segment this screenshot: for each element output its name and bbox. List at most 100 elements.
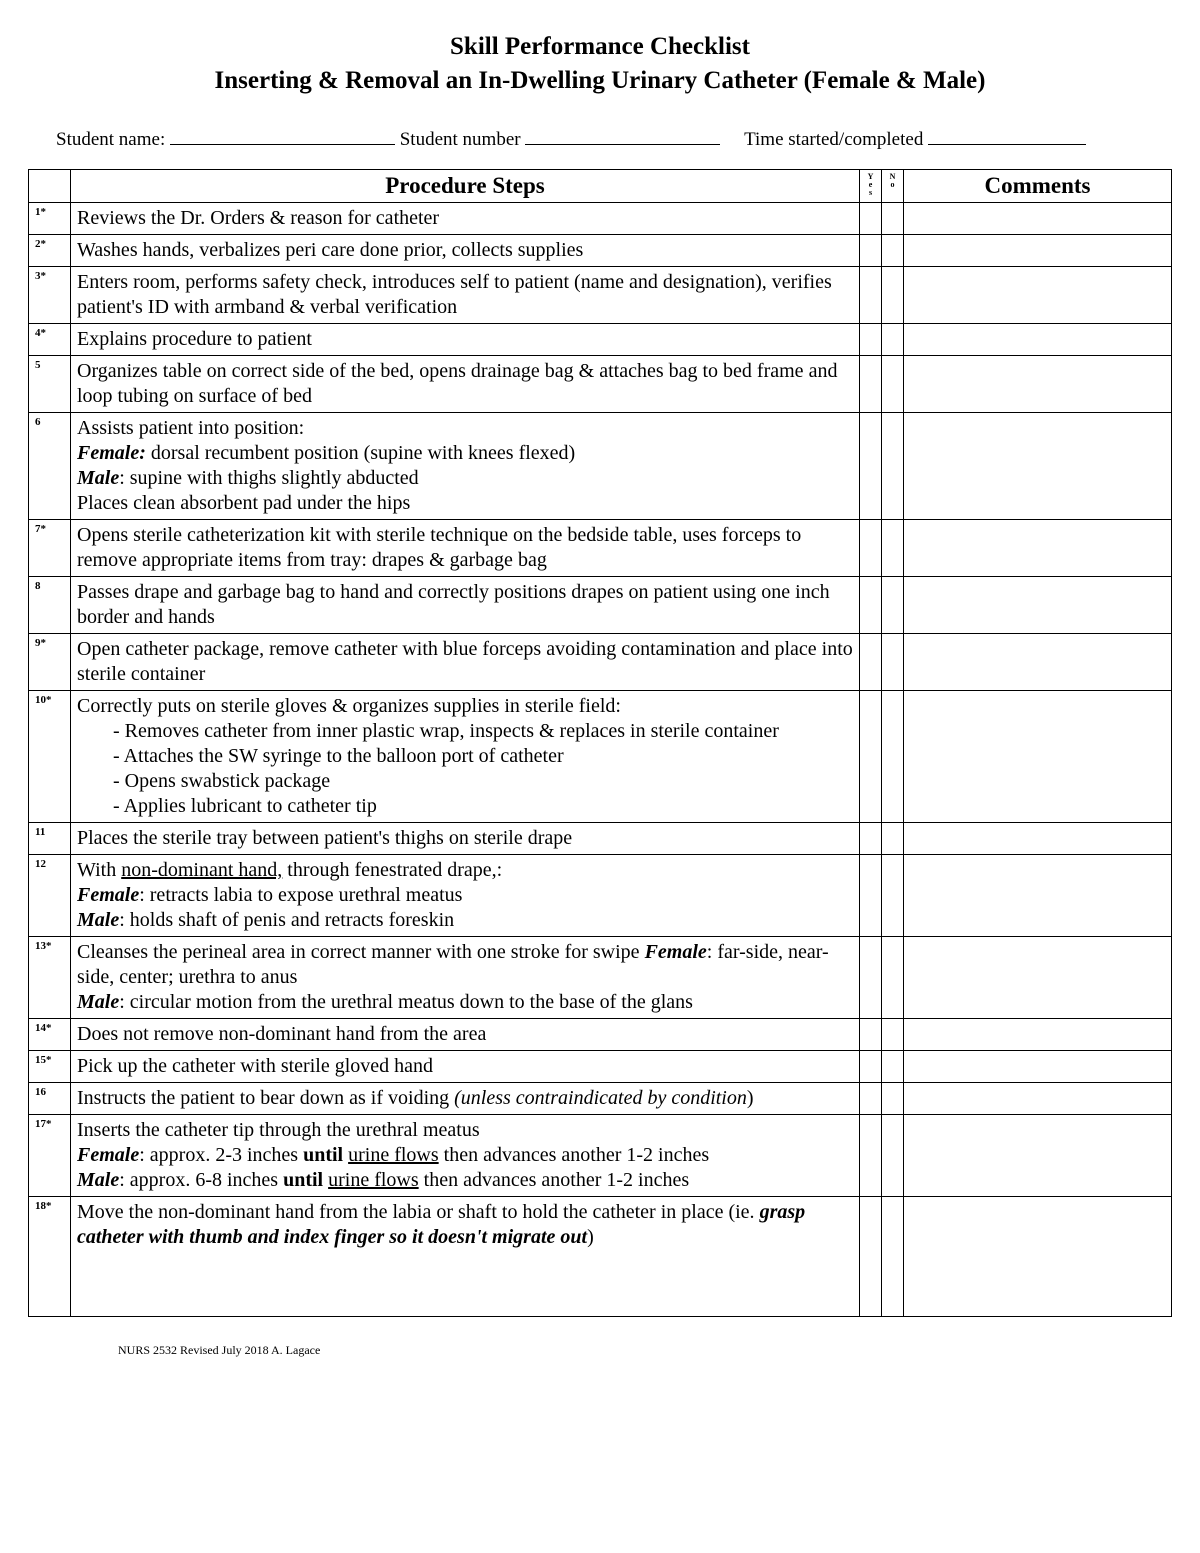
comments-cell[interactable] <box>904 356 1172 413</box>
table-row: 12With non-dominant hand, through fenest… <box>29 855 1172 937</box>
comments-cell[interactable] <box>904 1197 1172 1317</box>
no-cell[interactable] <box>882 356 904 413</box>
comments-cell[interactable] <box>904 634 1172 691</box>
yes-cell[interactable] <box>860 1019 882 1051</box>
no-cell[interactable] <box>882 1083 904 1115</box>
step-text: Explains procedure to patient <box>71 324 860 356</box>
step-number: 2* <box>29 235 71 267</box>
table-row: 6Assists patient into position:Female: d… <box>29 413 1172 520</box>
yes-cell[interactable] <box>860 855 882 937</box>
comments-cell[interactable] <box>904 235 1172 267</box>
yes-cell[interactable] <box>860 267 882 324</box>
step-text: Opens sterile catheterization kit with s… <box>71 520 860 577</box>
no-cell[interactable] <box>882 1115 904 1197</box>
step-number: 6 <box>29 413 71 520</box>
comments-cell[interactable] <box>904 937 1172 1019</box>
yes-cell[interactable] <box>860 1051 882 1083</box>
step-number: 17* <box>29 1115 71 1197</box>
comments-cell[interactable] <box>904 855 1172 937</box>
comments-cell[interactable] <box>904 691 1172 823</box>
comments-cell[interactable] <box>904 520 1172 577</box>
yes-cell[interactable] <box>860 691 882 823</box>
student-number-blank[interactable] <box>525 126 720 146</box>
yes-cell[interactable] <box>860 634 882 691</box>
table-row: 3*Enters room, performs safety check, in… <box>29 267 1172 324</box>
header-steps: Procedure Steps <box>71 170 860 203</box>
no-cell[interactable] <box>882 203 904 235</box>
step-number: 5 <box>29 356 71 413</box>
no-cell[interactable] <box>882 937 904 1019</box>
step-text: Open catheter package, remove catheter w… <box>71 634 860 691</box>
no-cell[interactable] <box>882 823 904 855</box>
step-text: With non-dominant hand, through fenestra… <box>71 855 860 937</box>
step-text: Does not remove non-dominant hand from t… <box>71 1019 860 1051</box>
yes-cell[interactable] <box>860 1197 882 1317</box>
yes-cell[interactable] <box>860 413 882 520</box>
table-row: 14*Does not remove non-dominant hand fro… <box>29 1019 1172 1051</box>
no-cell[interactable] <box>882 634 904 691</box>
step-text: Passes drape and garbage bag to hand and… <box>71 577 860 634</box>
header-comments-label: Comments <box>910 173 1165 199</box>
yes-cell[interactable] <box>860 356 882 413</box>
no-cell[interactable] <box>882 855 904 937</box>
table-row: 2*Washes hands, verbalizes peri care don… <box>29 235 1172 267</box>
comments-cell[interactable] <box>904 1083 1172 1115</box>
yes-cell[interactable] <box>860 823 882 855</box>
comments-cell[interactable] <box>904 1019 1172 1051</box>
step-text: Enters room, performs safety check, intr… <box>71 267 860 324</box>
no-cell[interactable] <box>882 267 904 324</box>
no-cell[interactable] <box>882 691 904 823</box>
no-cell[interactable] <box>882 520 904 577</box>
time-blank[interactable] <box>928 126 1086 146</box>
student-name-label: Student name: <box>56 129 165 151</box>
step-text: Organizes table on correct side of the b… <box>71 356 860 413</box>
step-text: Cleanses the perineal area in correct ma… <box>71 937 860 1019</box>
comments-cell[interactable] <box>904 1051 1172 1083</box>
table-row: 9*Open catheter package, remove catheter… <box>29 634 1172 691</box>
yes-cell[interactable] <box>860 324 882 356</box>
table-row: 4*Explains procedure to patient <box>29 324 1172 356</box>
step-number: 7* <box>29 520 71 577</box>
no-cell[interactable] <box>882 1051 904 1083</box>
step-number: 9* <box>29 634 71 691</box>
yes-cell[interactable] <box>860 1115 882 1197</box>
comments-cell[interactable] <box>904 267 1172 324</box>
student-name-blank[interactable] <box>170 126 395 146</box>
comments-cell[interactable] <box>904 1115 1172 1197</box>
page: Skill Performance Checklist Inserting & … <box>0 0 1200 1553</box>
time-label: Time started/completed <box>744 129 923 151</box>
comments-cell[interactable] <box>904 203 1172 235</box>
header-comments: Comments <box>904 170 1172 203</box>
comments-cell[interactable] <box>904 823 1172 855</box>
yes-cell[interactable] <box>860 1083 882 1115</box>
table-row: 11Places the sterile tray between patien… <box>29 823 1172 855</box>
no-cell[interactable] <box>882 324 904 356</box>
yes-cell[interactable] <box>860 577 882 634</box>
comments-cell[interactable] <box>904 413 1172 520</box>
step-number: 16 <box>29 1083 71 1115</box>
yes-cell[interactable] <box>860 937 882 1019</box>
no-cell[interactable] <box>882 577 904 634</box>
yes-cell[interactable] <box>860 203 882 235</box>
no-cell[interactable] <box>882 1197 904 1317</box>
student-number-label: Student number <box>400 129 521 151</box>
step-text: Correctly puts on sterile gloves & organ… <box>71 691 860 823</box>
yes-cell[interactable] <box>860 235 882 267</box>
table-row: 17*Inserts the catheter tip through the … <box>29 1115 1172 1197</box>
yes-cell[interactable] <box>860 520 882 577</box>
step-text: Pick up the catheter with sterile gloved… <box>71 1051 860 1083</box>
table-row: 5Organizes table on correct side of the … <box>29 356 1172 413</box>
table-row: 8Passes drape and garbage bag to hand an… <box>29 577 1172 634</box>
comments-cell[interactable] <box>904 577 1172 634</box>
comments-cell[interactable] <box>904 324 1172 356</box>
step-number: 3* <box>29 267 71 324</box>
no-cell[interactable] <box>882 235 904 267</box>
header-yes-label: Y e s <box>866 173 875 197</box>
step-number: 4* <box>29 324 71 356</box>
step-number: 15* <box>29 1051 71 1083</box>
checklist-table: Procedure Steps Y e s N o Comments 1*Rev… <box>28 169 1172 1317</box>
table-row: 10*Correctly puts on sterile gloves & or… <box>29 691 1172 823</box>
no-cell[interactable] <box>882 1019 904 1051</box>
step-text: Reviews the Dr. Orders & reason for cath… <box>71 203 860 235</box>
no-cell[interactable] <box>882 413 904 520</box>
